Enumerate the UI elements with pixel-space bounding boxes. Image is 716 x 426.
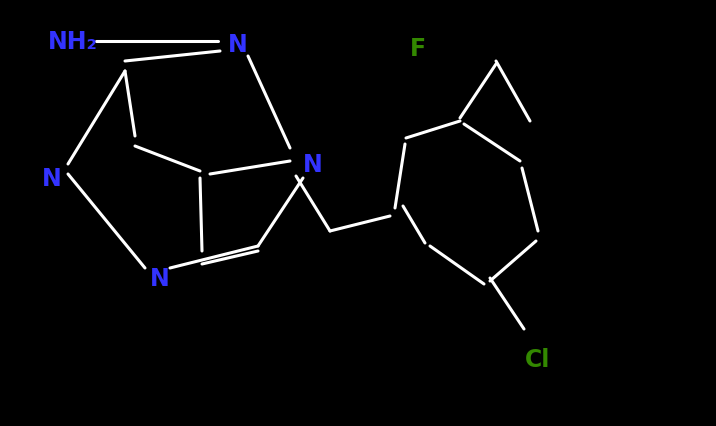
Text: N: N xyxy=(150,266,170,290)
Text: F: F xyxy=(410,37,426,61)
Text: Cl: Cl xyxy=(526,347,551,371)
Text: N: N xyxy=(42,167,62,190)
Text: N: N xyxy=(228,33,248,57)
Text: N: N xyxy=(303,153,323,177)
Text: NH₂: NH₂ xyxy=(48,30,98,54)
